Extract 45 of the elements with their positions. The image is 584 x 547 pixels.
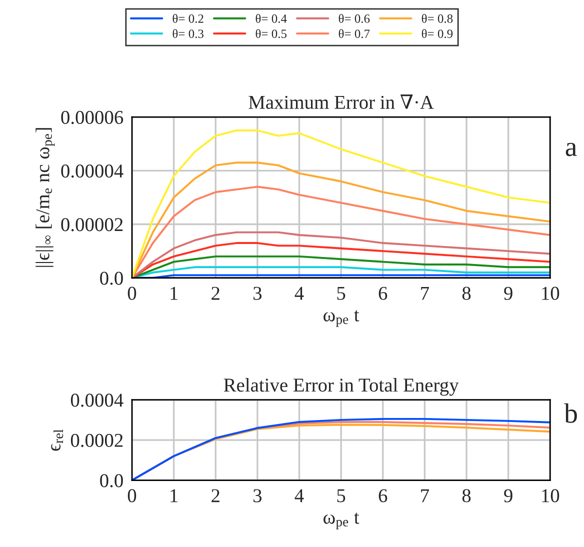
y-tick-label: 0.00002 (61, 218, 123, 232)
x-tick-label: 8 (462, 489, 471, 502)
x-tick-label: 6 (378, 286, 388, 300)
y-tick-label: 0.0004 (70, 394, 124, 407)
x-tick-label: 0 (128, 286, 136, 300)
x-tick-label: 3 (253, 489, 262, 502)
x-tick-label: 7 (421, 489, 429, 502)
x-tick-label: 3 (253, 286, 262, 300)
x-tick-label: 9 (504, 489, 512, 502)
chart-title: Relative Error in Total Energy (224, 378, 459, 396)
legend-label: θ= 0.8 (422, 14, 453, 23)
legend-label: θ= 0.6 (338, 14, 370, 23)
legend-label: θ= 0.3 (172, 29, 204, 38)
y-tick-label: 0.00004 (61, 164, 124, 178)
y-tick-label: 0.0 (100, 474, 123, 488)
y-axis-title: ||ϵ||$_{∞}$ [e/m$_{e}$ nc ω$_{pe}$] (36, 128, 55, 267)
x-tick-label: 5 (337, 286, 346, 300)
x-axis-title: ω$_{pe}$ t (324, 310, 360, 327)
legend-label: θ= 0.4 (256, 14, 287, 23)
legend-label: θ= 0.5 (256, 29, 287, 38)
y-tick-label: 0.0 (100, 272, 123, 285)
text: b (564, 403, 577, 423)
x-tick-label: 6 (378, 489, 388, 502)
legend-label: θ= 0.7 (338, 29, 370, 38)
x-tick-label: 4 (294, 489, 304, 502)
x-tick-label: 4 (294, 286, 304, 300)
x-tick-label: 7 (421, 286, 429, 300)
x-tick-label: 1 (170, 286, 178, 300)
y-tick-label: 0.00006 (61, 110, 124, 124)
text: a (566, 142, 577, 156)
x-tick-label: 2 (212, 286, 220, 300)
legend-label: θ= 0.9 (422, 29, 453, 38)
chart-title: Maximum Error in ∇·A (248, 94, 434, 109)
y-tick-label: 0.0002 (70, 434, 123, 448)
y-axis-title: ϵ$_{rel}$ (51, 429, 64, 451)
x-tick-label: 0 (128, 489, 136, 502)
legend-label: θ= 0.2 (172, 14, 204, 23)
x-tick-label: 1 (170, 489, 178, 502)
x-tick-label: 9 (504, 286, 512, 300)
x-tick-label: 8 (462, 286, 471, 300)
x-tick-label: 10 (542, 286, 560, 300)
x-tick-label: 10 (542, 489, 560, 502)
x-tick-label: 5 (337, 489, 346, 502)
x-tick-label: 2 (212, 489, 220, 502)
x-axis-title: ω$_{pe}$ t (324, 512, 360, 530)
